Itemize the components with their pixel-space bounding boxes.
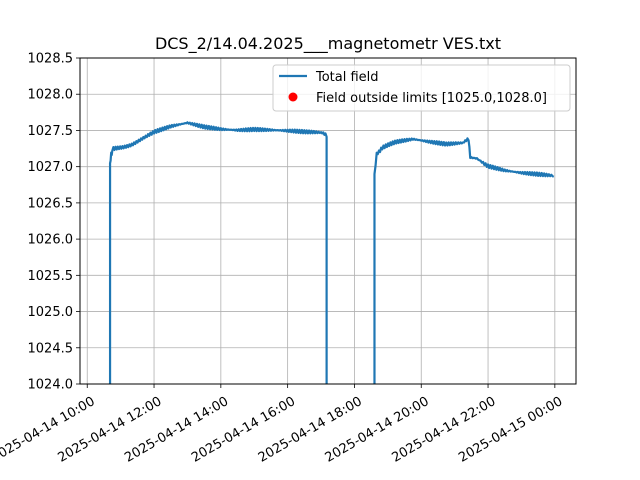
plot-frame: [79, 57, 577, 385]
series-group: [108, 121, 555, 384]
series-line-total-field-segment-1: [108, 121, 328, 384]
legend-item-outside-limits: Field outside limits [1025.0,1028.0]: [316, 91, 547, 106]
y-tick-label: 1028.0: [28, 88, 74, 103]
legend: Total field Field outside limits [1025.0…: [272, 64, 571, 112]
legend-box: [272, 64, 571, 112]
y-tick-label: 1026.5: [28, 196, 74, 211]
legend-item-total-field: Total field: [315, 70, 379, 85]
series-line-total-field-segment-2: [373, 137, 555, 384]
plot-background: [80, 58, 576, 384]
y-tick-label: 1028.5: [28, 52, 74, 67]
plot-area: [79, 57, 577, 385]
legend-dot-marker: [288, 92, 298, 102]
y-tick-label: 1027.0: [28, 160, 74, 175]
y-tick-label: 1026.0: [28, 233, 74, 248]
y-tick-label: 1025.0: [28, 305, 74, 320]
chart-title: DCS_2/14.04.2025___magnetometr VES.txt: [155, 34, 501, 54]
y-tick-label: 1024.0: [28, 378, 74, 393]
y-tick-label: 1025.5: [28, 269, 74, 284]
y-tick-label: 1024.5: [28, 341, 74, 356]
y-axis: 1024.0 1024.5 1025.0 1025.5 1026.0 1026.5 1027…: [28, 52, 80, 393]
y-tick-label: 1027.5: [28, 124, 74, 139]
